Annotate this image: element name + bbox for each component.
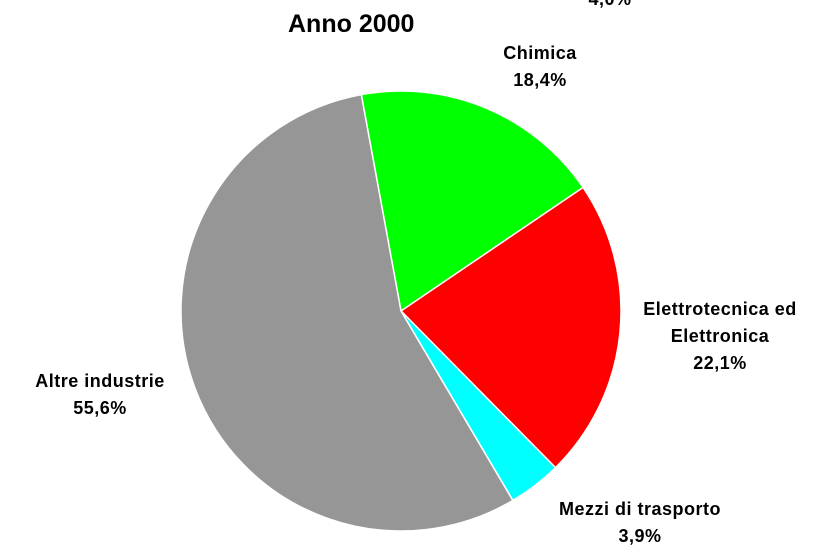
annotation: 4,0% <box>560 0 660 13</box>
chart-title: Anno 2000 <box>288 10 415 38</box>
slice-label: Elettrotecnica ed Elettronica 22,1% <box>620 296 820 377</box>
category-label: Mezzi di trasporto <box>558 499 721 519</box>
category-label: Altre industrie <box>35 371 165 391</box>
value-label: 3,9% <box>618 526 662 546</box>
value-label: 55,6% <box>73 398 127 418</box>
pie-slice <box>180 93 514 532</box>
slice-label: Mezzi di trasporto 3,9% <box>530 496 750 550</box>
slice-label: Altre industrie 55,6% <box>0 368 200 422</box>
value-label: 18,4% <box>513 70 567 90</box>
slice-label: Chimica 18,4% <box>470 40 610 94</box>
pie-slice <box>360 90 585 313</box>
pie-slice <box>399 186 622 469</box>
category-label: Chimica <box>503 43 577 63</box>
value-label: 22,1% <box>693 353 747 373</box>
category-label: Elettrotecnica ed Elettronica <box>643 299 797 346</box>
